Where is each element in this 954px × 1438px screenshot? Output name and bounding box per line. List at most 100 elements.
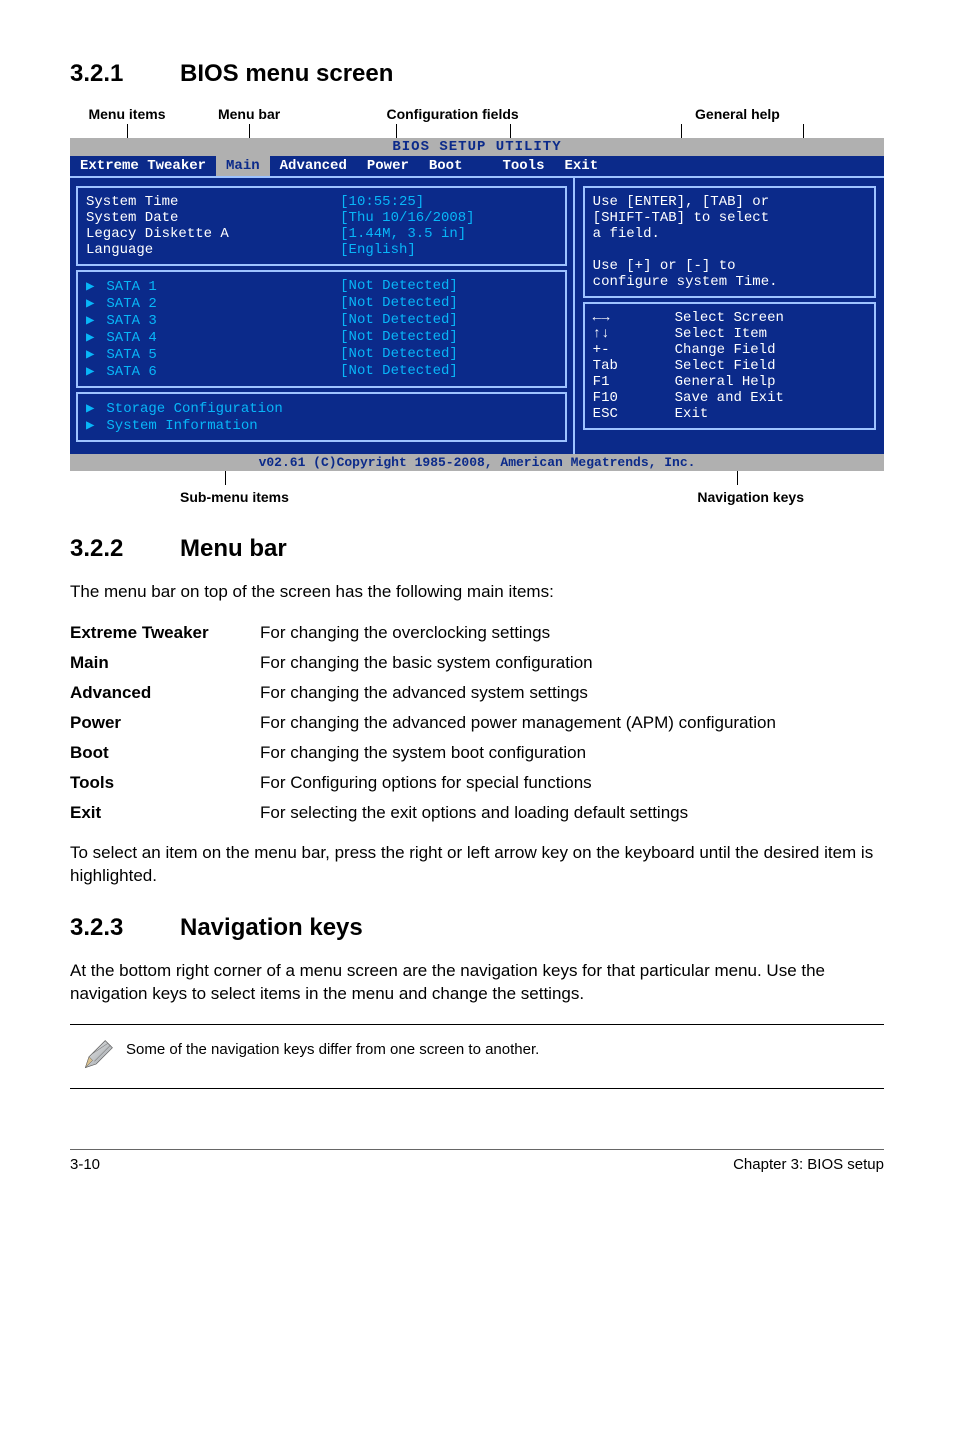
bios-row[interactable]: ▶ System Information: [86, 417, 557, 434]
triangle-icon: ▶: [86, 278, 98, 295]
bios-row[interactable]: Language[English]: [86, 242, 557, 258]
bios-group-sata: ▶ SATA 1[Not Detected]▶ SATA 2[Not Detec…: [76, 270, 567, 388]
bios-tab[interactable]: Power: [357, 156, 419, 176]
bios-row[interactable]: Legacy Diskette A[1.44M, 3.5 in]: [86, 226, 557, 242]
navkey-label: Select Item: [675, 326, 866, 342]
heading-num: 3.2.3: [70, 914, 180, 942]
bios-value: [Not Detected]: [340, 295, 557, 312]
bios-value: [Not Detected]: [340, 278, 557, 295]
triangle-icon: ▶: [86, 417, 98, 434]
navkey-row: ←→Select Screen: [593, 310, 866, 326]
help-line: [593, 242, 866, 258]
top-labels: Menu items Menu bar Configuration fields…: [70, 106, 884, 122]
bios-title: BIOS SETUP UTILITY: [70, 138, 884, 156]
def-term: Tools: [70, 768, 260, 798]
bios-tab[interactable]: Tools: [492, 156, 554, 176]
bios-value: [10:55:25]: [340, 194, 557, 210]
bios-help-text: Use [ENTER], [TAB] or[SHIFT-TAB] to sele…: [583, 186, 876, 298]
bios-footer: v02.61 (C)Copyright 1985-2008, American …: [70, 454, 884, 471]
navkey-label: General Help: [675, 374, 866, 390]
table-row: BootFor changing the system boot configu…: [70, 738, 776, 768]
bios-tab[interactable]: Advanced: [270, 156, 357, 176]
help-line: configure system Time.: [593, 274, 866, 290]
heading-321: 3.2.1BIOS menu screen: [70, 60, 884, 88]
bios-value: [1.44M, 3.5 in]: [340, 226, 557, 242]
navkey-symbol: ESC: [593, 406, 675, 422]
pencil-icon: [70, 1035, 126, 1078]
label-submenu: Sub-menu items: [70, 489, 477, 505]
def-desc: For Configuring options for special func…: [260, 768, 776, 798]
table-row: MainFor changing the basic system config…: [70, 648, 776, 678]
label-connectors-top: [70, 124, 884, 138]
navkey-row: ↑↓Select Item: [593, 326, 866, 342]
def-desc: For changing the advanced power manageme…: [260, 708, 776, 738]
bios-menubar: Extreme TweakerMainAdvancedPowerBoot Tool…: [70, 156, 884, 176]
bios-value: [Thu 10/16/2008]: [340, 210, 557, 226]
bios-row[interactable]: ▶ SATA 1[Not Detected]: [86, 278, 557, 295]
table-row: PowerFor changing the advanced power man…: [70, 708, 776, 738]
def-term: Main: [70, 648, 260, 678]
label-menu-items: Menu items: [70, 106, 184, 122]
navkey-symbol: F1: [593, 374, 675, 390]
help-line: Use [ENTER], [TAB] or: [593, 194, 866, 210]
label-menu-bar: Menu bar: [184, 106, 314, 122]
menu-definitions: Extreme TweakerFor changing the overcloc…: [70, 618, 776, 828]
heading-num: 3.2.1: [70, 60, 180, 88]
table-row: ToolsFor Configuring options for special…: [70, 768, 776, 798]
navkey-row: +-Change Field: [593, 342, 866, 358]
navkey-label: Select Screen: [675, 310, 866, 326]
navkey-row: F10Save and Exit: [593, 390, 866, 406]
table-row: Extreme TweakerFor changing the overcloc…: [70, 618, 776, 648]
label-general-help: General help: [591, 106, 884, 122]
bios-row[interactable]: ▶ Storage Configuration: [86, 400, 557, 417]
triangle-icon: ▶: [86, 363, 98, 380]
table-row: AdvancedFor changing the advanced system…: [70, 678, 776, 708]
heading-title: Navigation keys: [180, 914, 363, 941]
bios-tab[interactable]: Boot: [419, 156, 473, 176]
bios-nav-keys: ←→Select Screen↑↓Select Item+-Change Fie…: [583, 302, 876, 430]
bios-row[interactable]: ▶ SATA 3[Not Detected]: [86, 312, 557, 329]
heading-322: 3.2.2Menu bar: [70, 535, 884, 563]
note-text: Some of the navigation keys differ from …: [126, 1035, 539, 1058]
def-term: Advanced: [70, 678, 260, 708]
triangle-icon: ▶: [86, 400, 98, 417]
bios-value: [Not Detected]: [340, 363, 557, 380]
triangle-icon: ▶: [86, 329, 98, 346]
heading-num: 3.2.2: [70, 535, 180, 563]
def-term: Extreme Tweaker: [70, 618, 260, 648]
bios-screenshot: BIOS SETUP UTILITY Extreme TweakerMainAd…: [70, 138, 884, 471]
def-desc: For changing the basic system configurat…: [260, 648, 776, 678]
footer-left: 3-10: [70, 1156, 100, 1173]
bios-row[interactable]: ▶ SATA 6[Not Detected]: [86, 363, 557, 380]
bios-value: [Not Detected]: [340, 329, 557, 346]
def-desc: For changing the system boot configurati…: [260, 738, 776, 768]
bios-row[interactable]: ▶ SATA 4[Not Detected]: [86, 329, 557, 346]
bios-value: [340, 417, 557, 434]
below-labels: Sub-menu items Navigation keys: [70, 489, 884, 505]
navkey-symbol: Tab: [593, 358, 675, 374]
navkey-symbol: F10: [593, 390, 675, 406]
bios-row[interactable]: System Time[10:55:25]: [86, 194, 557, 210]
def-desc: For changing the overclocking settings: [260, 618, 776, 648]
bios-row[interactable]: System Date[Thu 10/16/2008]: [86, 210, 557, 226]
bios-right-pane: Use [ENTER], [TAB] or[SHIFT-TAB] to sele…: [575, 178, 884, 454]
bios-left-pane: System Time[10:55:25]System Date[Thu 10/…: [70, 178, 575, 454]
heading-323: 3.2.3Navigation keys: [70, 914, 884, 942]
def-desc: For changing the advanced system setting…: [260, 678, 776, 708]
bios-group-misc: ▶ Storage Configuration▶ System Informat…: [76, 392, 567, 442]
heading-title: Menu bar: [180, 535, 287, 562]
def-term: Exit: [70, 798, 260, 828]
navkey-label: Change Field: [675, 342, 866, 358]
bios-tab[interactable]: Exit: [555, 156, 609, 176]
help-line: [SHIFT-TAB] to select: [593, 210, 866, 226]
navkey-label: Select Field: [675, 358, 866, 374]
bios-tab[interactable]: Extreme Tweaker: [70, 156, 216, 176]
def-desc: For selecting the exit options and loadi…: [260, 798, 776, 828]
bios-row[interactable]: ▶ SATA 5[Not Detected]: [86, 346, 557, 363]
navkey-label: Exit: [675, 406, 866, 422]
bios-tab[interactable]: Main: [216, 156, 270, 176]
s323-body: At the bottom right corner of a menu scr…: [70, 960, 884, 1006]
triangle-icon: ▶: [86, 346, 98, 363]
bios-row[interactable]: ▶ SATA 2[Not Detected]: [86, 295, 557, 312]
navkey-symbol: +-: [593, 342, 675, 358]
